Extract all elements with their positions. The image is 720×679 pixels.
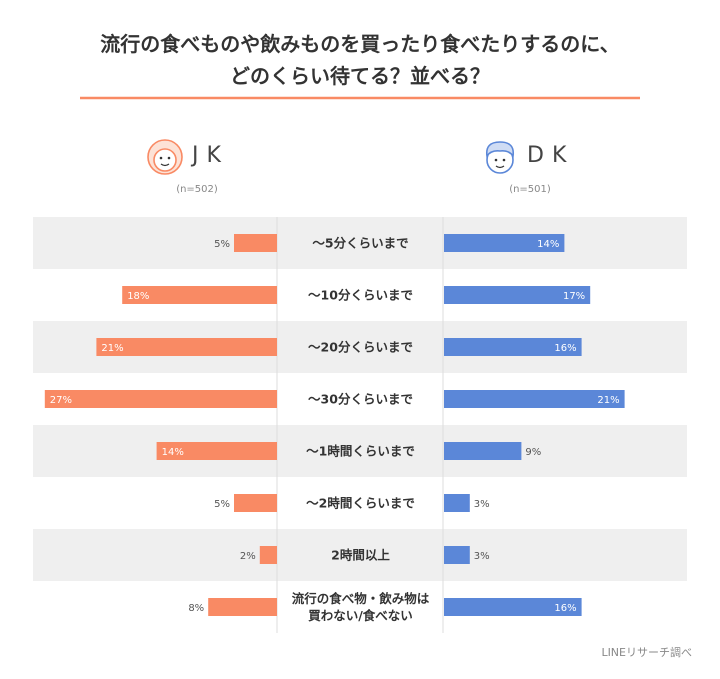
- value-label: 16%: [554, 603, 576, 614]
- category-label: 流行の食べ物・飲み物は 買わない/食べない: [291, 591, 430, 623]
- bar: [259, 546, 277, 564]
- bar: [444, 546, 470, 564]
- dk-icon: [485, 141, 515, 174]
- category-label: ～2時間くらいまで: [306, 495, 415, 511]
- legend-label: DK: [527, 143, 575, 168]
- bar: [156, 442, 277, 460]
- value-label: 5%: [214, 239, 230, 250]
- bar: [122, 286, 277, 304]
- value-label: 3%: [474, 499, 490, 510]
- bar: [444, 390, 625, 408]
- value-label: 21%: [101, 343, 123, 354]
- value-label: 27%: [50, 395, 72, 406]
- category-label: ～1時間くらいまで: [306, 443, 415, 459]
- bar: [96, 338, 278, 356]
- category-label: ～5分くらいまで: [312, 235, 409, 251]
- sample-size: (n=501): [509, 184, 551, 195]
- legend-label: JK: [192, 143, 229, 168]
- category-label: ～10分くらいまで: [308, 287, 413, 303]
- source: LINEリサーチ調べ: [601, 646, 692, 659]
- bar: [44, 390, 277, 408]
- row-band: [33, 217, 687, 269]
- value-label: 17%: [563, 291, 585, 302]
- bar: [444, 338, 582, 356]
- bar: [444, 598, 582, 616]
- bar: [444, 234, 565, 252]
- row-band: [33, 529, 687, 581]
- bar: [208, 598, 277, 616]
- category-label: ～30分くらいまで: [308, 391, 413, 407]
- row-band: [33, 425, 687, 477]
- value-label: 5%: [214, 499, 230, 510]
- sample-size: (n=502): [176, 184, 218, 195]
- value-label: 2%: [240, 551, 256, 562]
- value-label: 8%: [188, 603, 204, 614]
- value-label: 16%: [554, 343, 576, 354]
- bar: [234, 234, 277, 252]
- chart-title: 流行の食べものや飲みものを買ったり食べたりするのに、 どのくらい待てる？並べる？: [100, 32, 620, 88]
- bar: [444, 286, 591, 304]
- bar: [444, 442, 522, 460]
- bar: [234, 494, 277, 512]
- value-label: 14%: [537, 239, 559, 250]
- value-label: 9%: [525, 447, 541, 458]
- value-label: 3%: [474, 551, 490, 562]
- value-label: 21%: [597, 395, 619, 406]
- value-label: 14%: [162, 447, 184, 458]
- jk-icon: [147, 139, 183, 175]
- bar: [444, 494, 470, 512]
- category-label: ～20分くらいまで: [308, 339, 413, 355]
- category-label: 2時間以上: [331, 547, 390, 563]
- value-label: 18%: [127, 291, 149, 302]
